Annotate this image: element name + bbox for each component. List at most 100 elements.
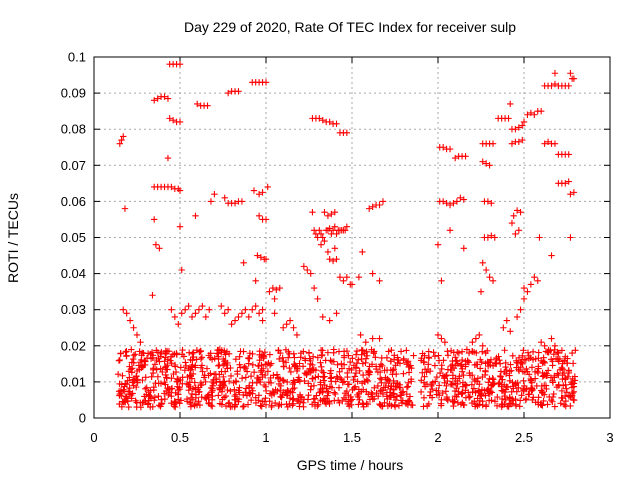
data-point-band: [342, 396, 350, 403]
data-point-band: [407, 362, 414, 369]
data-point-band: [224, 386, 231, 394]
data-point-band: [314, 401, 322, 408]
data-point-band: [257, 402, 264, 409]
data-point-band: [351, 373, 359, 380]
data-point-band: [125, 403, 132, 411]
data-point-band: [133, 373, 140, 380]
data-point: [517, 306, 524, 313]
data-point: [376, 201, 383, 209]
y-tick-label: 0.04: [61, 266, 86, 281]
data-point-band: [161, 358, 168, 365]
data-point: [262, 79, 270, 86]
data-point-band: [270, 372, 277, 379]
data-point-band: [219, 396, 226, 403]
data-point-band: [533, 382, 540, 390]
data-point: [257, 254, 265, 261]
data-point: [551, 80, 559, 88]
data-point: [259, 306, 266, 313]
data-point: [331, 223, 338, 230]
data-point-band: [338, 376, 345, 383]
data-point: [204, 102, 211, 109]
data-point-band: [326, 370, 334, 377]
data-point-band: [563, 385, 570, 392]
data-point-band: [393, 380, 401, 387]
data-point-band: [256, 357, 263, 364]
data-point-band: [143, 384, 150, 391]
data-point-band: [392, 362, 399, 369]
data-point-band: [117, 389, 125, 397]
data-point-band: [395, 356, 402, 364]
data-point-band: [350, 384, 358, 392]
data-point-band: [187, 356, 194, 363]
data-point-band: [389, 371, 396, 378]
data-point-band: [213, 379, 220, 386]
data-point: [207, 198, 215, 205]
data-point-band: [277, 349, 284, 357]
data-point-band: [400, 370, 407, 377]
data-point-band: [486, 375, 493, 382]
data-point-band: [128, 346, 135, 353]
data-point: [168, 306, 175, 313]
data-point-band: [544, 401, 551, 408]
data-point-band: [487, 361, 494, 369]
data-point-band: [138, 362, 146, 370]
data-point-band: [491, 398, 499, 405]
data-point-band: [407, 401, 415, 409]
data-point-band: [386, 392, 394, 399]
data-point: [262, 216, 270, 223]
data-point-band: [136, 366, 143, 373]
data-point: [169, 116, 177, 124]
data-point-band: [378, 354, 385, 362]
data-point-band: [501, 347, 508, 354]
data-point-band: [257, 368, 265, 376]
data-point-band: [296, 398, 304, 406]
y-tick-label: 0.01: [61, 374, 86, 389]
data-point-band: [250, 368, 258, 376]
data-point: [185, 302, 192, 310]
data-point-band: [214, 350, 222, 357]
data-point: [333, 255, 340, 263]
data-point-band: [162, 363, 170, 370]
data-point-band: [275, 402, 282, 410]
data-point: [314, 295, 321, 303]
x-tick-label: 0: [90, 430, 97, 445]
data-point: [316, 115, 323, 122]
data-point-band: [141, 358, 148, 365]
data-point: [238, 310, 246, 317]
data-point-band: [119, 372, 126, 379]
data-point-band: [296, 360, 303, 367]
data-point: [133, 331, 141, 339]
data-point-band: [245, 360, 252, 367]
data-point-band: [474, 387, 482, 394]
data-point-band: [299, 363, 307, 370]
data-point-band: [444, 396, 451, 404]
data-point-band: [306, 355, 313, 362]
data-point: [565, 178, 572, 185]
data-point: [195, 306, 203, 313]
data-point-band: [289, 402, 296, 409]
data-point-band: [381, 399, 388, 407]
data-point: [188, 313, 196, 321]
data-point-band: [320, 395, 328, 402]
data-point-band: [569, 375, 576, 383]
data-point-band: [201, 394, 209, 401]
data-point-band: [223, 361, 230, 369]
data-point-band: [359, 399, 366, 407]
data-point-band: [187, 366, 195, 373]
data-point: [199, 302, 206, 310]
data-point-band: [191, 402, 198, 409]
data-point-band: [345, 352, 352, 359]
data-point-band: [538, 387, 545, 394]
data-point: [252, 277, 259, 285]
data-point-band: [541, 359, 549, 366]
data-point-band: [359, 371, 367, 379]
data-point: [567, 70, 574, 77]
data-point-band: [431, 362, 439, 369]
data-point-band: [158, 400, 166, 407]
data-point-band: [284, 387, 291, 394]
data-point-band: [559, 366, 566, 373]
data-point-band: [327, 367, 335, 374]
data-point: [446, 145, 454, 153]
data-point: [176, 61, 184, 68]
data-point-band: [208, 389, 215, 396]
